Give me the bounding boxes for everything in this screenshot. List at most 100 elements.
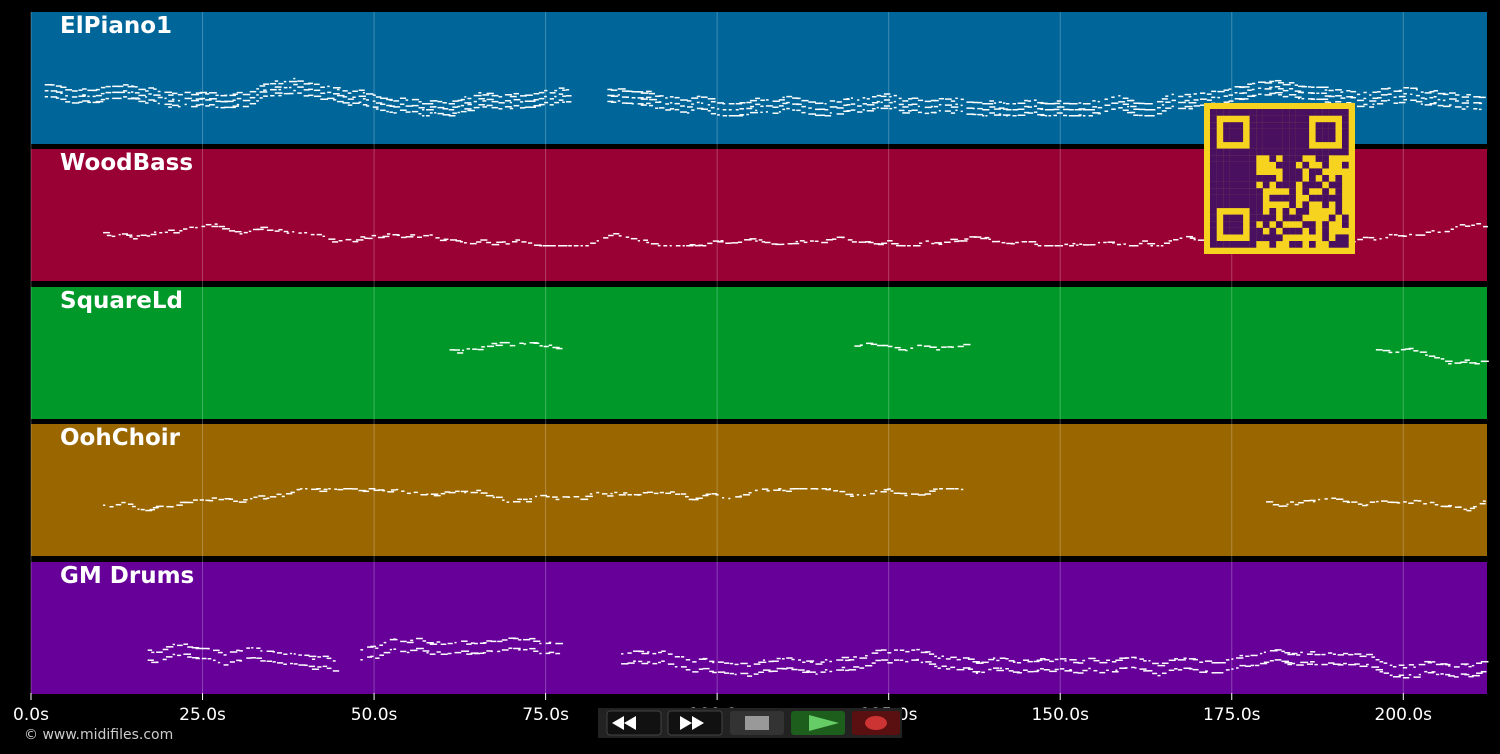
note — [1307, 86, 1311, 88]
note — [415, 637, 423, 640]
note — [316, 233, 322, 236]
record-button[interactable] — [852, 711, 900, 735]
note — [545, 642, 552, 645]
note — [545, 652, 551, 655]
note — [352, 90, 358, 92]
note — [993, 657, 996, 659]
note — [911, 109, 918, 112]
note — [111, 235, 116, 238]
qr-cell — [1335, 241, 1343, 248]
note — [242, 105, 249, 108]
note — [1408, 674, 1412, 676]
note — [121, 233, 129, 235]
note — [92, 101, 101, 104]
note — [1072, 242, 1076, 245]
note — [352, 102, 360, 104]
note — [78, 89, 83, 91]
note — [362, 92, 365, 94]
qr-cell — [1335, 201, 1343, 209]
note — [1097, 112, 1101, 115]
note — [1116, 243, 1122, 246]
note — [746, 101, 752, 104]
note — [1168, 659, 1176, 662]
note — [989, 100, 994, 102]
note — [1306, 663, 1314, 665]
note — [1392, 666, 1397, 668]
note — [875, 659, 881, 662]
note — [1247, 83, 1253, 85]
note — [1423, 503, 1427, 505]
note — [133, 238, 138, 240]
qr-cell — [1269, 142, 1277, 149]
note — [1463, 508, 1467, 511]
qr-cell — [1229, 148, 1237, 156]
note — [782, 489, 786, 492]
note — [131, 505, 136, 508]
qr-cell — [1276, 181, 1283, 189]
note — [905, 650, 910, 653]
note — [658, 651, 662, 654]
note — [871, 102, 879, 104]
note — [776, 667, 785, 670]
note — [205, 99, 212, 101]
note — [565, 89, 570, 91]
note — [1410, 87, 1418, 90]
note — [464, 102, 472, 104]
play-button[interactable] — [791, 711, 845, 735]
note — [1482, 500, 1486, 502]
note — [492, 496, 495, 499]
note — [1408, 502, 1414, 504]
note — [304, 654, 310, 657]
note — [815, 663, 823, 665]
note — [242, 99, 251, 102]
note — [808, 101, 816, 103]
note — [1111, 102, 1119, 104]
note — [1379, 671, 1384, 673]
note — [172, 98, 175, 101]
note — [688, 498, 694, 501]
qr-cell — [1342, 142, 1349, 149]
note — [1054, 668, 1059, 671]
note — [177, 99, 181, 102]
note — [603, 237, 609, 239]
forward-button[interactable] — [667, 710, 723, 736]
note — [857, 111, 863, 113]
note — [429, 112, 433, 114]
note — [691, 109, 695, 111]
note — [278, 82, 284, 85]
note — [1040, 114, 1046, 117]
note — [323, 488, 328, 491]
note — [1356, 93, 1361, 96]
rewind-button[interactable] — [606, 710, 662, 736]
note — [370, 655, 374, 658]
qr-cell — [1236, 221, 1244, 228]
qr-cell — [1249, 115, 1257, 123]
note — [908, 98, 913, 100]
note — [1064, 670, 1073, 672]
note — [893, 94, 897, 97]
note — [937, 667, 941, 669]
note — [1396, 502, 1401, 504]
note — [187, 646, 194, 648]
note — [993, 102, 997, 104]
note — [248, 230, 252, 233]
note — [1161, 104, 1165, 106]
note — [1259, 662, 1268, 665]
note — [293, 663, 298, 665]
qr-cell — [1315, 109, 1323, 116]
qr-cell — [1262, 109, 1270, 116]
stop-button[interactable] — [730, 711, 784, 735]
qr-cell — [1210, 155, 1217, 162]
note — [1211, 90, 1217, 93]
note — [739, 108, 744, 110]
note — [749, 238, 757, 240]
note — [1008, 670, 1014, 672]
note — [177, 93, 183, 96]
note — [454, 641, 457, 644]
note — [698, 668, 704, 670]
note — [82, 88, 87, 90]
note — [228, 498, 234, 500]
note — [1017, 108, 1025, 111]
note — [392, 233, 400, 236]
note — [405, 99, 409, 101]
